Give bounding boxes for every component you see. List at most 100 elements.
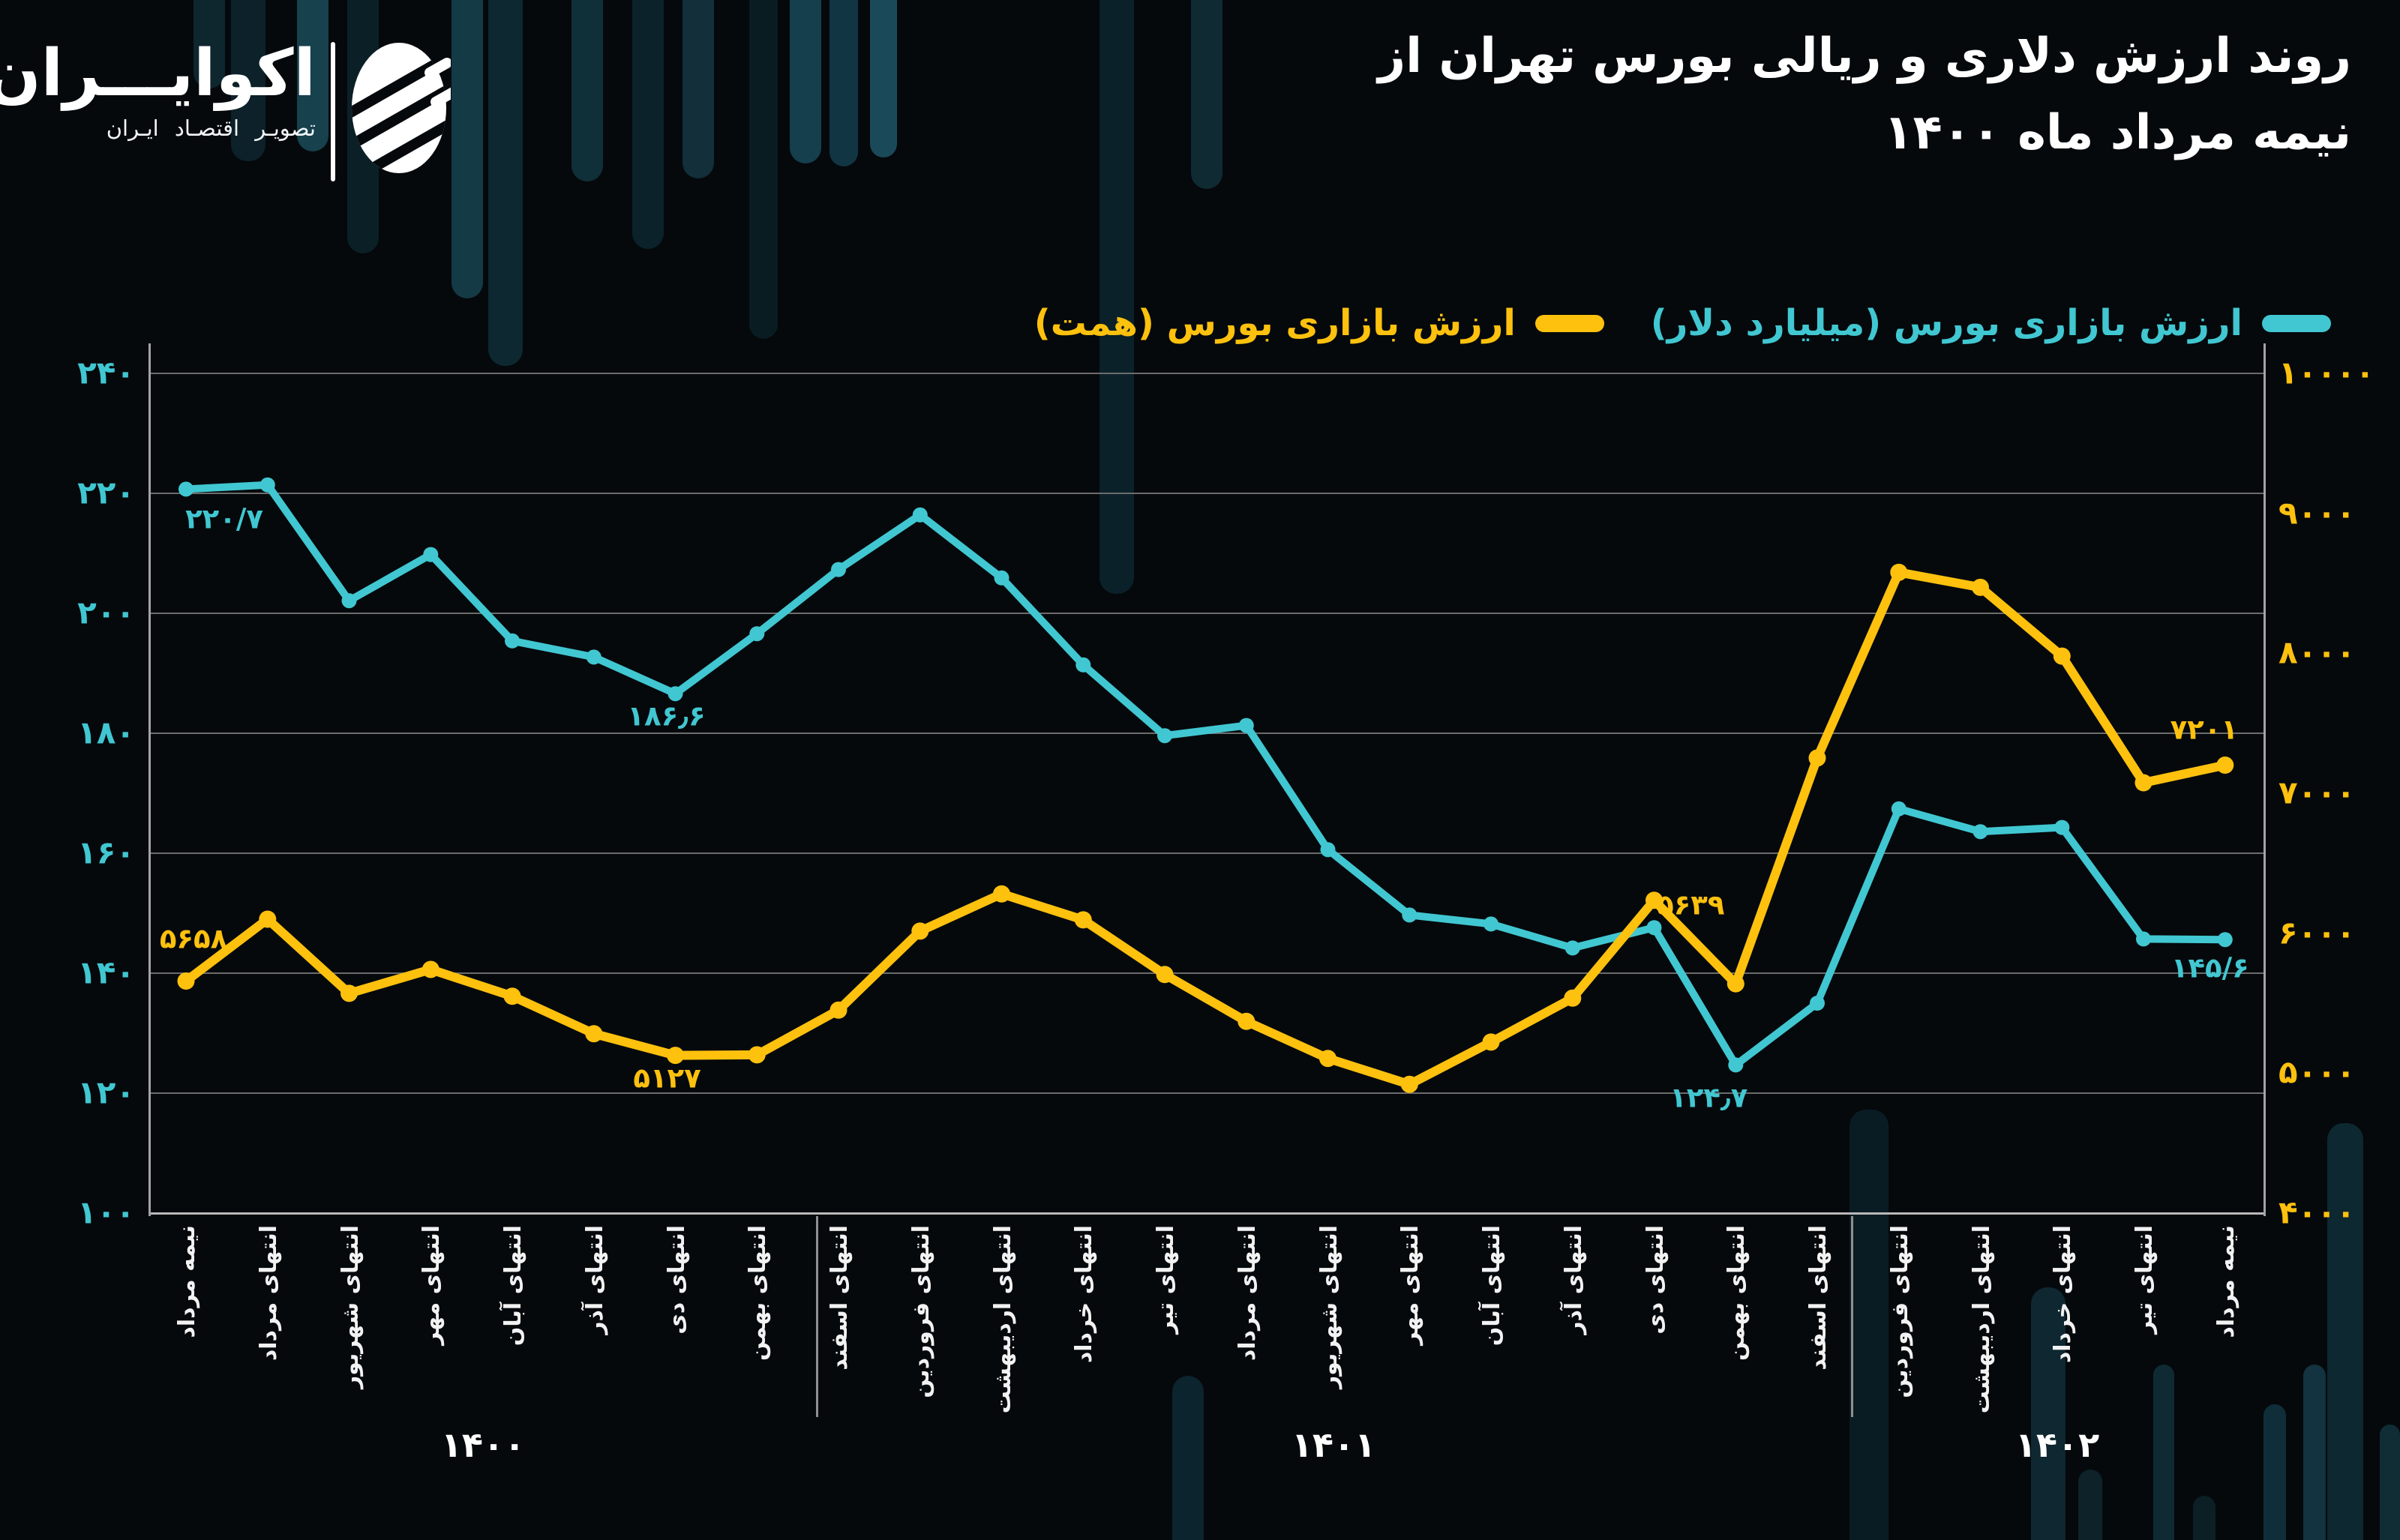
legend-item-hemat: ارزش بازاری بورس (همت): [1034, 302, 1604, 344]
left-axis-tick: ۱۴۰: [77, 954, 135, 991]
data-point-hemat: [1400, 1075, 1418, 1093]
brand-text-block: اکوایـــران تصویـر اقتصـاد ایـران: [0, 36, 316, 142]
right-axis-tick: ۱۰۰۰۰: [2278, 354, 2375, 391]
background-bar: [2264, 1404, 2286, 1540]
data-point-hemat: [422, 960, 440, 978]
background-bar: [790, 0, 821, 163]
background-bar: [1850, 1110, 1888, 1540]
data-point-hemat: [911, 922, 929, 940]
background-bar: [297, 0, 328, 151]
page-title-line2: نیمه مرداد ماه ۱۴۰۰: [1883, 105, 2351, 161]
background-bar: [749, 0, 778, 339]
data-point-label: ۷۲۰۱: [2170, 713, 2238, 746]
data-point-dollar: [1646, 920, 1662, 936]
data-point-dollar: [1402, 907, 1418, 923]
year-label: ۱۴۰۱: [1291, 1425, 1376, 1465]
data-point-dollar: [2054, 819, 2070, 835]
series-line-dollar: [182, 481, 2229, 1069]
brand-logo: اکوایـــران تصویـر اقتصـاد ایـران: [0, 36, 458, 181]
year-separator: [816, 1216, 818, 1417]
right-axis-tick: ۷۰۰۰: [2278, 774, 2356, 811]
right-axis-spine: [2264, 343, 2266, 1216]
legend-marker-dollar: [2262, 314, 2331, 332]
data-point-dollar: [1564, 940, 1580, 956]
left-axis-tick: ۲۲۰: [77, 474, 135, 511]
background-bar: [452, 0, 483, 298]
background-bar: [870, 0, 897, 157]
data-point-dollar: [586, 649, 602, 665]
grid-line: [150, 1092, 2264, 1094]
legend-item-dollar: ارزش بازاری بورس (میلیارد دلار): [1651, 302, 2331, 344]
data-point-dollar: [1728, 1057, 1744, 1073]
data-point-label: ۵۱۲۷: [633, 1062, 701, 1095]
data-point-hemat: [503, 987, 521, 1005]
data-point-hemat: [2216, 757, 2234, 774]
brand-name: اکوایـــران: [0, 36, 316, 111]
page-title-line1: روند ارزش دلاری و ریالی بورس تهران از: [1378, 28, 2351, 84]
background-bar: [194, 0, 225, 88]
logo-divider: [331, 42, 335, 181]
series-line-hemat: [182, 568, 2230, 1089]
data-point-label: ۵۶۳۹: [1657, 888, 1725, 921]
data-point-hemat: [1726, 975, 1744, 993]
grid-line: [150, 493, 2264, 494]
left-axis-tick: ۱۰۰: [77, 1194, 135, 1231]
right-axis-tick: ۵۰۰۰: [2278, 1053, 2356, 1091]
background-bar: [231, 0, 266, 161]
data-point-dollar: [341, 593, 357, 609]
ecoiran-logo-icon: [349, 39, 458, 180]
background-bar: [2078, 1470, 2102, 1540]
background-bar: [2380, 1425, 2400, 1540]
background-bar: [1100, 0, 1134, 594]
data-point-dollar: [831, 562, 846, 577]
data-point-dollar: [912, 507, 928, 523]
right-axis-tick: ۶۰۰۰: [2278, 914, 2356, 951]
left-axis-tick: ۲۰۰: [77, 594, 135, 631]
legend-marker-hemat: [1534, 314, 1604, 332]
data-point-hemat: [993, 885, 1010, 903]
data-point-label: ۱۴۵/۶: [2170, 951, 2249, 984]
left-axis-tick: ۱۶۰: [77, 834, 135, 871]
data-point-dollar: [178, 481, 194, 497]
right-axis-tick: ۹۰۰۰: [2278, 494, 2356, 532]
year-label: ۱۴۰۰: [440, 1425, 526, 1465]
left-axis-tick: ۲۴۰: [77, 354, 135, 391]
data-point-hemat: [2134, 774, 2152, 792]
grid-line: [150, 852, 2264, 854]
background-bar: [830, 0, 858, 166]
data-point-hemat: [585, 1025, 603, 1043]
data-point-dollar: [994, 570, 1010, 586]
left-axis-tick: ۱۲۰: [77, 1074, 135, 1111]
background-bar: [2303, 1365, 2326, 1540]
background-bar: [2193, 1496, 2216, 1540]
background-bar: [1172, 1376, 1204, 1540]
background-bar: [2327, 1123, 2363, 1540]
data-point-dollar: [1891, 801, 1906, 816]
background-bar: [682, 0, 714, 178]
data-point-dollar: [1320, 842, 1336, 858]
left-axis-tick: ۱۸۰: [77, 714, 135, 751]
background-bar: [632, 0, 664, 249]
right-axis-tick: ۴۰۰۰: [2278, 1194, 2356, 1231]
data-point-hemat: [2053, 647, 2071, 665]
background-bar: [2031, 1287, 2066, 1540]
data-point-hemat: [667, 1047, 684, 1065]
data-point-dollar: [2136, 931, 2151, 947]
data-point-dollar: [1076, 657, 1091, 673]
data-point-dollar: [260, 477, 275, 493]
data-point-hemat: [1564, 989, 1582, 1007]
data-point-hemat: [748, 1046, 766, 1064]
data-point-dollar: [1484, 916, 1498, 932]
data-point-hemat: [1646, 891, 1663, 909]
data-point-hemat: [259, 910, 277, 928]
data-point-dollar: [505, 633, 520, 649]
right-axis-tick: ۸۰۰۰: [2278, 634, 2356, 671]
data-point-dollar: [668, 686, 683, 702]
data-point-hemat: [1482, 1033, 1500, 1051]
grid-line: [150, 613, 2264, 614]
data-point-label: ۱۸۶٫۶: [627, 700, 706, 733]
data-point-hemat: [1238, 1012, 1256, 1030]
data-point-dollar: [749, 626, 765, 642]
